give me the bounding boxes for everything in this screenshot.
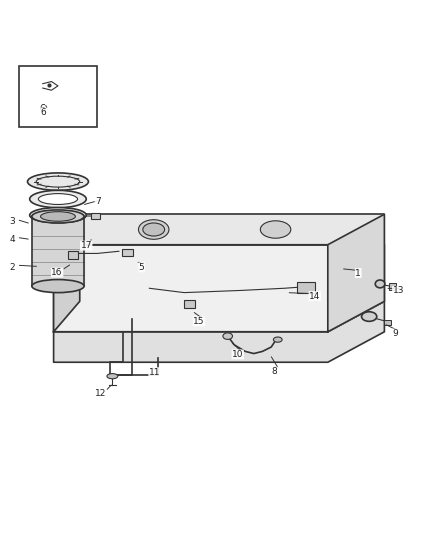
Text: 13: 13	[392, 286, 404, 295]
Text: 16: 16	[51, 268, 63, 277]
Polygon shape	[328, 214, 385, 332]
Ellipse shape	[273, 337, 282, 342]
Ellipse shape	[32, 279, 84, 293]
Ellipse shape	[143, 223, 165, 236]
Text: 11: 11	[149, 368, 160, 377]
Bar	[389, 284, 396, 289]
Ellipse shape	[28, 173, 88, 190]
Ellipse shape	[361, 312, 377, 321]
Bar	[19, 66, 97, 127]
Polygon shape	[53, 301, 385, 362]
Bar	[384, 320, 391, 325]
Text: 15: 15	[193, 317, 205, 326]
Text: 6: 6	[41, 108, 46, 117]
Ellipse shape	[138, 220, 169, 239]
Text: 9: 9	[392, 329, 398, 338]
Ellipse shape	[375, 280, 385, 288]
Polygon shape	[53, 245, 385, 332]
Ellipse shape	[30, 207, 86, 223]
Text: 12: 12	[95, 389, 106, 398]
Ellipse shape	[41, 212, 75, 221]
Bar	[297, 282, 315, 293]
Ellipse shape	[39, 193, 78, 205]
Text: 14: 14	[309, 292, 321, 301]
Polygon shape	[53, 214, 80, 332]
Ellipse shape	[32, 210, 84, 223]
Bar	[67, 251, 78, 259]
Text: 3: 3	[9, 217, 15, 226]
Bar	[184, 300, 195, 308]
Ellipse shape	[30, 190, 86, 208]
Text: 10: 10	[232, 350, 244, 359]
Ellipse shape	[107, 374, 118, 379]
Polygon shape	[32, 216, 84, 286]
Text: 2: 2	[10, 263, 15, 272]
Bar	[91, 213, 100, 220]
Text: 8: 8	[272, 367, 278, 376]
Ellipse shape	[223, 333, 233, 340]
Bar	[122, 249, 133, 256]
Text: 1: 1	[355, 269, 361, 278]
Text: 4: 4	[10, 235, 15, 244]
Text: 17: 17	[81, 241, 92, 250]
Text: 7: 7	[95, 197, 101, 206]
Ellipse shape	[260, 221, 291, 238]
Text: 5: 5	[139, 263, 145, 272]
Polygon shape	[80, 214, 385, 245]
Text: 6: 6	[40, 104, 46, 114]
